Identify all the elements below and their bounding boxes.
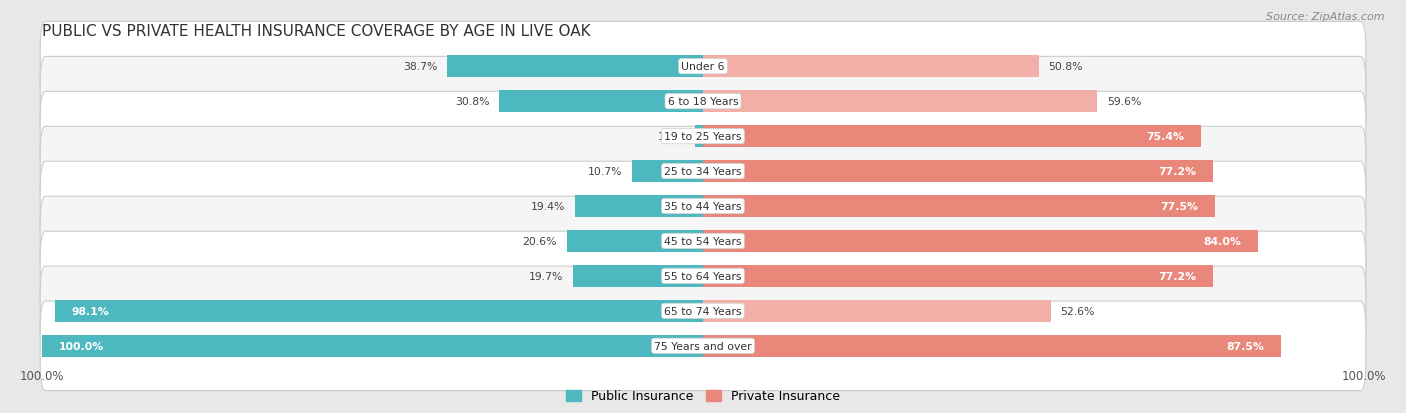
Bar: [703, 230, 1258, 252]
FancyBboxPatch shape: [41, 22, 1365, 112]
Text: 75 Years and over: 75 Years and over: [654, 341, 752, 351]
Bar: [447, 56, 703, 78]
Bar: [575, 196, 703, 217]
FancyBboxPatch shape: [41, 127, 1365, 216]
Bar: [703, 91, 1097, 113]
Bar: [695, 126, 703, 147]
FancyBboxPatch shape: [41, 266, 1365, 356]
FancyBboxPatch shape: [41, 197, 1365, 286]
Text: 25 to 34 Years: 25 to 34 Years: [664, 166, 742, 177]
Text: 50.8%: 50.8%: [1049, 62, 1083, 72]
Bar: [703, 266, 1213, 287]
FancyBboxPatch shape: [41, 162, 1365, 251]
Text: 10.7%: 10.7%: [588, 166, 623, 177]
Text: 59.6%: 59.6%: [1107, 97, 1142, 107]
Bar: [703, 300, 1050, 322]
Text: 35 to 44 Years: 35 to 44 Years: [664, 202, 742, 211]
Text: 52.6%: 52.6%: [1060, 306, 1095, 316]
Text: Under 6: Under 6: [682, 62, 724, 72]
Text: 38.7%: 38.7%: [404, 62, 437, 72]
Bar: [633, 161, 703, 183]
Bar: [42, 335, 703, 357]
Text: 19.4%: 19.4%: [530, 202, 565, 211]
Text: PUBLIC VS PRIVATE HEALTH INSURANCE COVERAGE BY AGE IN LIVE OAK: PUBLIC VS PRIVATE HEALTH INSURANCE COVER…: [42, 24, 591, 39]
Bar: [572, 266, 703, 287]
Text: 100.0%: 100.0%: [59, 341, 104, 351]
Text: 45 to 54 Years: 45 to 54 Years: [664, 236, 742, 247]
Bar: [703, 56, 1039, 78]
Text: 19.7%: 19.7%: [529, 271, 562, 281]
Text: Source: ZipAtlas.com: Source: ZipAtlas.com: [1267, 12, 1385, 22]
Text: 84.0%: 84.0%: [1204, 236, 1241, 247]
Legend: Public Insurance, Private Insurance: Public Insurance, Private Insurance: [561, 385, 845, 408]
Text: 77.2%: 77.2%: [1159, 166, 1197, 177]
Bar: [703, 126, 1201, 147]
Text: 6 to 18 Years: 6 to 18 Years: [668, 97, 738, 107]
Text: 77.5%: 77.5%: [1160, 202, 1198, 211]
Bar: [703, 196, 1215, 217]
Text: 77.2%: 77.2%: [1159, 271, 1197, 281]
FancyBboxPatch shape: [41, 301, 1365, 391]
FancyBboxPatch shape: [41, 232, 1365, 321]
Bar: [55, 300, 703, 322]
Text: 98.1%: 98.1%: [72, 306, 110, 316]
Text: 20.6%: 20.6%: [523, 236, 557, 247]
Text: 19 to 25 Years: 19 to 25 Years: [664, 132, 742, 142]
Bar: [703, 161, 1213, 183]
Bar: [703, 335, 1281, 357]
Text: 55 to 64 Years: 55 to 64 Years: [664, 271, 742, 281]
Text: 30.8%: 30.8%: [456, 97, 489, 107]
Text: 65 to 74 Years: 65 to 74 Years: [664, 306, 742, 316]
Text: 75.4%: 75.4%: [1147, 132, 1185, 142]
FancyBboxPatch shape: [41, 92, 1365, 181]
Bar: [567, 230, 703, 252]
Bar: [499, 91, 703, 113]
Text: 87.5%: 87.5%: [1227, 341, 1264, 351]
FancyBboxPatch shape: [41, 57, 1365, 147]
Text: 1.2%: 1.2%: [658, 132, 685, 142]
